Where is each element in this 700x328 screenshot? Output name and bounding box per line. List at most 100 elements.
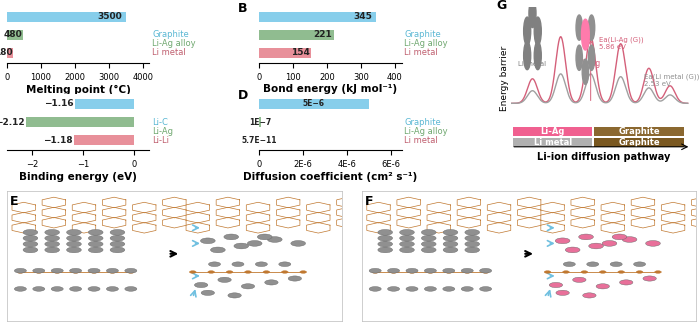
- Circle shape: [23, 241, 38, 247]
- Bar: [75, 99, 134, 109]
- Circle shape: [610, 262, 622, 267]
- Text: 221: 221: [313, 30, 332, 39]
- Circle shape: [267, 236, 282, 242]
- Circle shape: [209, 262, 220, 267]
- Circle shape: [643, 276, 657, 281]
- Circle shape: [51, 287, 63, 291]
- Text: Li metal: Li metal: [405, 49, 438, 57]
- Circle shape: [645, 240, 660, 246]
- Circle shape: [372, 271, 379, 273]
- Circle shape: [263, 271, 270, 273]
- Text: Graphite: Graphite: [153, 30, 189, 39]
- Text: Li-Ag alloy: Li-Ag alloy: [153, 39, 196, 48]
- Text: −1.18: −1.18: [43, 136, 73, 145]
- Bar: [513, 127, 592, 136]
- Circle shape: [208, 271, 214, 273]
- Text: Li-Li: Li-Li: [153, 136, 169, 145]
- Circle shape: [582, 19, 589, 50]
- Circle shape: [66, 247, 81, 253]
- Bar: [74, 135, 134, 145]
- Circle shape: [232, 262, 244, 267]
- Circle shape: [369, 268, 382, 273]
- Circle shape: [563, 271, 569, 273]
- Circle shape: [378, 247, 393, 253]
- Circle shape: [211, 247, 225, 253]
- Circle shape: [550, 282, 563, 288]
- Bar: [513, 138, 592, 147]
- Text: Graphite: Graphite: [405, 118, 441, 127]
- Circle shape: [110, 230, 125, 235]
- Circle shape: [443, 236, 458, 241]
- Circle shape: [45, 236, 60, 241]
- Circle shape: [589, 45, 595, 71]
- Circle shape: [529, 0, 536, 28]
- Text: Li-Ag alloy: Li-Ag alloy: [405, 127, 448, 136]
- Circle shape: [290, 240, 306, 246]
- Text: Graphite: Graphite: [618, 127, 660, 136]
- Circle shape: [465, 247, 480, 253]
- Circle shape: [228, 293, 242, 298]
- Circle shape: [88, 247, 103, 253]
- Circle shape: [195, 282, 208, 288]
- Circle shape: [200, 238, 215, 244]
- Circle shape: [45, 230, 60, 235]
- Circle shape: [465, 230, 480, 235]
- Circle shape: [281, 271, 288, 273]
- Text: Li metal: Li metal: [519, 61, 547, 67]
- Circle shape: [427, 271, 434, 273]
- Circle shape: [634, 262, 645, 267]
- Circle shape: [45, 247, 60, 253]
- Circle shape: [224, 234, 239, 240]
- Circle shape: [443, 268, 455, 273]
- Circle shape: [465, 241, 480, 247]
- Circle shape: [421, 236, 436, 241]
- Circle shape: [582, 293, 596, 298]
- Circle shape: [388, 287, 400, 291]
- Circle shape: [218, 277, 231, 282]
- Circle shape: [556, 290, 569, 296]
- Circle shape: [622, 236, 637, 242]
- Text: E: E: [10, 195, 19, 208]
- Circle shape: [106, 268, 118, 273]
- Text: −1.16: −1.16: [44, 99, 74, 109]
- Text: D: D: [238, 90, 248, 102]
- Text: Ea(Li metal (G))
2.53 eV: Ea(Li metal (G)) 2.53 eV: [643, 73, 699, 87]
- X-axis label: Melting point (°C): Melting point (°C): [26, 84, 131, 94]
- Circle shape: [620, 280, 633, 285]
- Circle shape: [406, 287, 418, 291]
- Circle shape: [587, 262, 598, 267]
- Circle shape: [480, 268, 491, 273]
- Circle shape: [378, 241, 393, 247]
- Circle shape: [636, 271, 643, 273]
- Circle shape: [110, 236, 125, 241]
- Circle shape: [279, 262, 290, 267]
- Circle shape: [443, 247, 458, 253]
- Circle shape: [390, 271, 397, 273]
- Circle shape: [241, 284, 255, 289]
- Circle shape: [110, 241, 125, 247]
- Circle shape: [465, 236, 480, 241]
- Circle shape: [612, 234, 627, 240]
- Circle shape: [406, 268, 418, 273]
- Circle shape: [201, 290, 214, 296]
- Circle shape: [534, 42, 541, 70]
- X-axis label: Li-ion diffusion pathway: Li-ion diffusion pathway: [537, 152, 671, 162]
- Circle shape: [36, 271, 42, 273]
- Bar: [27, 117, 134, 127]
- Circle shape: [421, 230, 436, 235]
- Circle shape: [582, 59, 589, 84]
- Bar: [259, 30, 334, 40]
- Circle shape: [69, 268, 82, 273]
- Circle shape: [461, 268, 473, 273]
- Text: Li-Ag alloy: Li-Ag alloy: [405, 39, 448, 48]
- Bar: [259, 11, 376, 22]
- Circle shape: [618, 271, 624, 273]
- Text: Li metal: Li metal: [153, 49, 186, 57]
- Text: Graphite: Graphite: [405, 30, 441, 39]
- Circle shape: [581, 271, 588, 273]
- Circle shape: [69, 287, 82, 291]
- Circle shape: [51, 268, 63, 273]
- Circle shape: [88, 268, 100, 273]
- Text: 180: 180: [0, 49, 13, 57]
- Circle shape: [265, 280, 278, 285]
